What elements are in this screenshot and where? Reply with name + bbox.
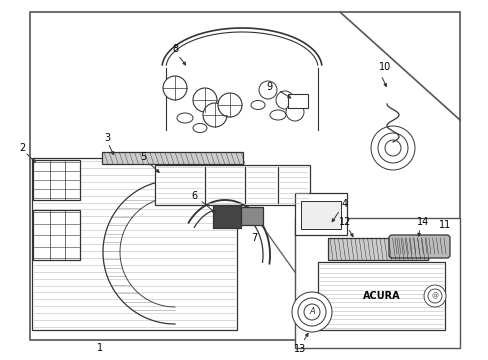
Bar [155,165,309,205]
Text: 5: 5 [140,152,146,162]
Circle shape [259,81,276,99]
Text: 8: 8 [172,44,178,54]
Bar [213,205,241,228]
Text: 2: 2 [19,143,25,153]
Circle shape [203,103,226,127]
Text: 4: 4 [341,199,347,209]
Bar [30,12,459,340]
Circle shape [275,91,293,109]
Circle shape [193,88,217,112]
Bar [241,207,263,225]
Bar [102,152,243,164]
Circle shape [377,133,407,163]
Text: ACURA: ACURA [363,291,400,301]
Circle shape [384,140,400,156]
Text: 7: 7 [250,233,257,243]
Bar [301,201,340,229]
Circle shape [285,103,304,121]
FancyBboxPatch shape [388,235,449,258]
Ellipse shape [269,110,285,120]
Circle shape [423,285,445,307]
Circle shape [427,289,441,303]
Text: 12: 12 [338,217,350,227]
Circle shape [163,76,186,100]
Bar [294,218,459,348]
Ellipse shape [250,100,264,109]
Circle shape [218,93,242,117]
Text: 13: 13 [293,344,305,354]
Text: 3: 3 [104,133,110,143]
Bar [33,160,80,200]
Bar [294,193,346,235]
Text: 1: 1 [97,343,103,353]
Bar [317,262,444,330]
Text: 11: 11 [438,220,450,230]
Circle shape [370,126,414,170]
Text: 10: 10 [378,62,390,72]
Ellipse shape [193,123,206,132]
Text: 14: 14 [416,217,428,227]
Circle shape [297,298,325,326]
Bar [327,238,427,260]
Text: 9: 9 [265,82,271,92]
Bar [287,94,307,108]
Circle shape [304,304,319,320]
Bar [33,210,80,260]
Text: 6: 6 [190,191,197,201]
Circle shape [291,292,331,332]
Text: @: @ [430,293,438,299]
Text: A: A [308,307,314,316]
Bar [32,158,237,330]
Ellipse shape [177,113,193,123]
